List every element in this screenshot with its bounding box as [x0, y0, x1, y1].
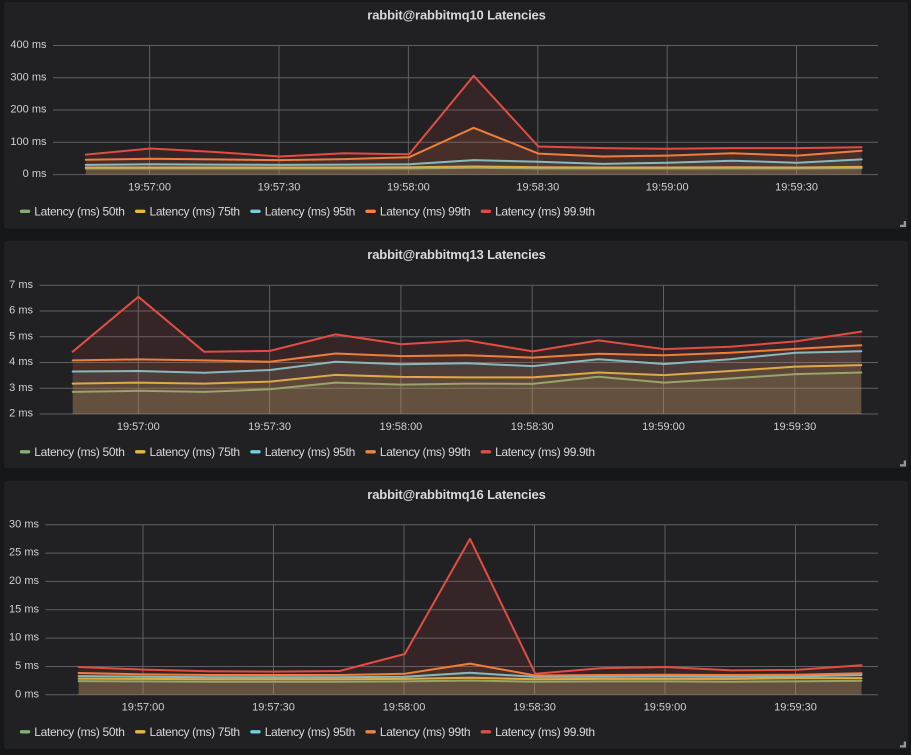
svg-text:Latency (ms) 99th: Latency (ms) 99th [380, 445, 470, 459]
svg-text:19:58:00: 19:58:00 [387, 182, 430, 194]
svg-text:Latency (ms) 75th: Latency (ms) 75th [150, 725, 240, 739]
svg-text:Latency (ms) 99th: Latency (ms) 99th [380, 725, 470, 739]
svg-text:19:58:30: 19:58:30 [511, 421, 554, 433]
svg-text:6 ms: 6 ms [9, 305, 33, 317]
svg-text:Latency (ms) 50th: Latency (ms) 50th [34, 445, 124, 459]
svg-text:Latency (ms) 95th: Latency (ms) 95th [265, 205, 355, 219]
svg-text:10 ms: 10 ms [9, 632, 39, 644]
svg-text:Latency (ms) 50th: Latency (ms) 50th [34, 725, 124, 739]
svg-text:100 ms: 100 ms [10, 136, 47, 148]
svg-text:rabbit@rabbitmq16 Latencies: rabbit@rabbitmq16 Latencies [367, 487, 545, 502]
svg-text:Latency (ms) 75th: Latency (ms) 75th [150, 445, 240, 459]
svg-text:19:58:00: 19:58:00 [379, 421, 422, 433]
svg-text:19:57:30: 19:57:30 [248, 421, 291, 433]
svg-text:19:57:30: 19:57:30 [252, 702, 295, 714]
svg-text:19:57:00: 19:57:00 [128, 182, 171, 194]
svg-text:Latency (ms) 99.9th: Latency (ms) 99.9th [495, 725, 595, 739]
svg-text:19:57:00: 19:57:00 [122, 702, 165, 714]
svg-text:25 ms: 25 ms [9, 547, 39, 559]
svg-text:19:59:00: 19:59:00 [644, 702, 687, 714]
svg-text:2 ms: 2 ms [9, 408, 33, 420]
svg-text:0 ms: 0 ms [15, 688, 39, 700]
svg-text:Latency (ms) 95th: Latency (ms) 95th [265, 725, 355, 739]
svg-text:7 ms: 7 ms [9, 279, 33, 291]
svg-text:300 ms: 300 ms [10, 71, 47, 83]
svg-text:Latency (ms) 99th: Latency (ms) 99th [380, 205, 470, 219]
svg-text:200 ms: 200 ms [10, 104, 47, 116]
svg-text:19:57:30: 19:57:30 [258, 182, 301, 194]
svg-text:19:57:00: 19:57:00 [117, 421, 160, 433]
svg-text:19:58:30: 19:58:30 [513, 702, 556, 714]
svg-text:19:59:00: 19:59:00 [642, 421, 685, 433]
svg-text:19:59:00: 19:59:00 [646, 182, 689, 194]
svg-text:30 ms: 30 ms [9, 518, 39, 530]
svg-text:19:58:30: 19:58:30 [516, 182, 559, 194]
svg-text:Latency (ms) 50th: Latency (ms) 50th [34, 205, 124, 219]
svg-text:19:59:30: 19:59:30 [775, 182, 818, 194]
svg-text:Latency (ms) 99.9th: Latency (ms) 99.9th [495, 205, 595, 219]
svg-text:rabbit@rabbitmq10 Latencies: rabbit@rabbitmq10 Latencies [367, 7, 545, 22]
svg-text:3 ms: 3 ms [9, 382, 33, 394]
svg-text:5 ms: 5 ms [15, 660, 39, 672]
svg-text:rabbit@rabbitmq13 Latencies: rabbit@rabbitmq13 Latencies [367, 247, 545, 262]
svg-text:4 ms: 4 ms [9, 356, 33, 368]
svg-text:15 ms: 15 ms [9, 603, 39, 615]
svg-text:400 ms: 400 ms [10, 39, 47, 51]
svg-text:19:59:30: 19:59:30 [774, 702, 817, 714]
svg-text:Latency (ms) 75th: Latency (ms) 75th [150, 205, 240, 219]
svg-text:20 ms: 20 ms [9, 575, 39, 587]
svg-text:Latency (ms) 99.9th: Latency (ms) 99.9th [495, 445, 595, 459]
svg-text:Latency (ms) 95th: Latency (ms) 95th [265, 445, 355, 459]
svg-text:19:58:00: 19:58:00 [383, 702, 426, 714]
svg-text:0 ms: 0 ms [23, 168, 47, 180]
svg-text:19:59:30: 19:59:30 [773, 421, 816, 433]
svg-text:5 ms: 5 ms [9, 330, 33, 342]
